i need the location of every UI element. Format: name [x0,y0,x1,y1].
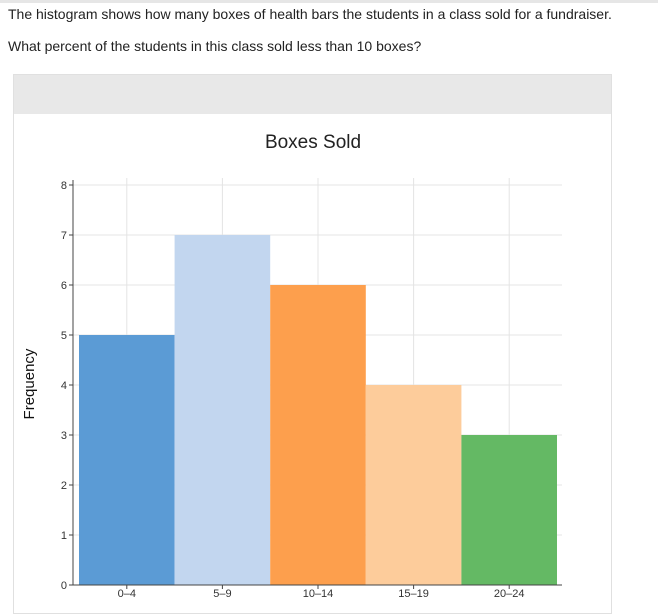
y-axis-title: Frequency [21,348,38,419]
x-tick-label: 10–14 [303,588,334,600]
histogram-bar [461,435,557,585]
question-prompt: The histogram shows how many boxes of he… [8,6,612,22]
y-tick-label: 1 [61,530,67,542]
histogram-bar [365,385,462,585]
y-tick-label: 6 [61,280,67,292]
histogram-bar [174,235,271,585]
x-tick-label: 0–4 [118,588,136,600]
question-text: What percent of the students in this cla… [8,38,422,54]
y-tick-label: 7 [61,230,67,242]
y-tick-label: 8 [61,180,67,192]
x-tick-label: 20–24 [494,588,525,600]
histogram-bar [270,285,366,585]
y-tick-label: 0 [61,580,67,592]
axes: 0 1 2 3 4 5 6 7 8 0–4 5–9 10–14 15–19 20–24 [61,180,562,600]
y-tick-label: 4 [61,380,67,392]
top-divider [0,0,658,3]
bars [79,235,557,585]
y-tick-label: 5 [61,330,67,342]
chart-title: Boxes Sold [265,132,361,153]
chart-card-header [14,75,611,114]
x-tick-label: 15–19 [398,588,429,600]
y-tick-label: 3 [61,430,67,442]
histogram-bar [79,335,175,585]
x-tick-label: 5–9 [213,588,231,600]
y-tick-label: 2 [61,480,67,492]
